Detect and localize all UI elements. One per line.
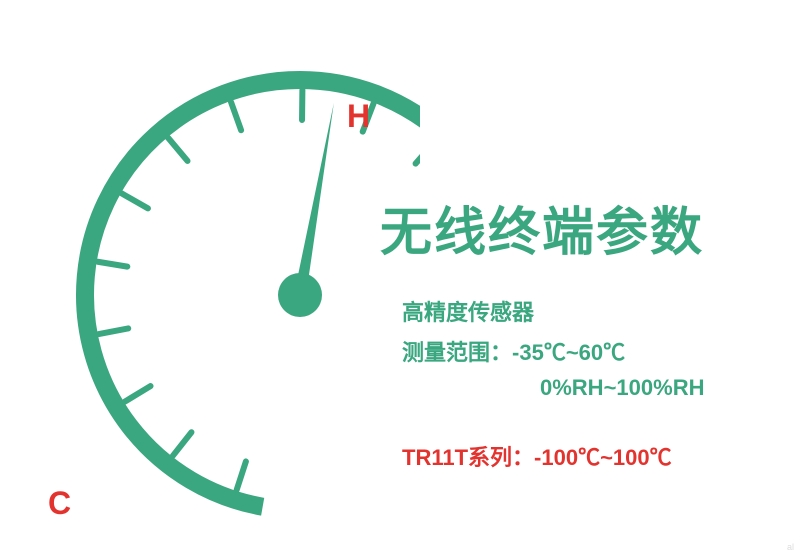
gauge-label-cold: C — [48, 485, 71, 522]
gauge-label-hot: H — [347, 98, 370, 135]
range-label: 测量范围： — [402, 340, 512, 365]
watermark: al — [787, 542, 794, 552]
series-label: TR11T系列： — [402, 445, 534, 470]
range-humidity: 0%RH~100%RH — [540, 375, 704, 401]
series-range-value: -100℃~100℃ — [534, 445, 672, 470]
page-title: 无线终端参数 — [380, 190, 704, 265]
range-temp-value: -35℃~60℃ — [512, 340, 625, 365]
subtitle: 高精度传感器 — [402, 295, 534, 327]
gauge — [0, 0, 420, 545]
gauge-svg — [0, 0, 420, 540]
range-temperature: 测量范围：-35℃~60℃ — [402, 335, 625, 367]
series-info: TR11T系列：-100℃~100℃ — [402, 440, 672, 472]
